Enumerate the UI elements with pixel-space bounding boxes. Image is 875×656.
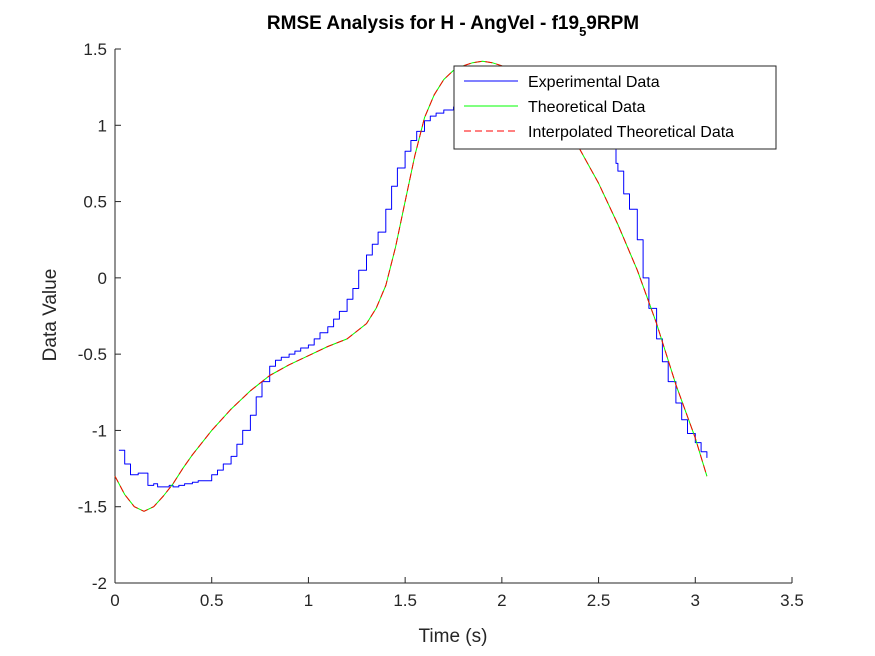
y-tick-label: 1.5: [83, 40, 107, 59]
y-tick-label: -0.5: [78, 345, 107, 364]
x-tick-label: 2: [497, 591, 506, 610]
chart-title-subscript: 5: [579, 24, 586, 39]
x-axis-label: Time (s): [419, 626, 488, 647]
legend-label: Theoretical Data: [528, 99, 645, 116]
y-tick-label: -1.5: [78, 498, 107, 517]
y-tick-label: 0: [98, 269, 107, 288]
legend-label: Experimental Data: [528, 74, 660, 91]
x-tick-label: 0: [110, 591, 119, 610]
chart-title-suffix: 9RPM: [586, 13, 639, 34]
legend-label: Interpolated Theoretical Data: [528, 124, 734, 141]
x-tick-label: 0.5: [200, 591, 224, 610]
y-tick-label: 0.5: [83, 193, 107, 212]
axis-ticks: 0 0.5 1 1.5 2 2.5 3 3.5 -2 -1.5 -1 -0.5 0 0.5 1 1.5: [78, 40, 804, 610]
x-tick-label: 2.5: [587, 591, 611, 610]
series-line: [118, 95, 708, 488]
y-axis-label: Data Value: [40, 269, 61, 362]
x-tick-label: 3.5: [780, 591, 804, 610]
x-tick-label: 3: [691, 591, 700, 610]
legend-box: [453, 65, 777, 150]
chart-title: RMSE Analysis for H - AngVel - f1959RPM: [267, 13, 639, 39]
y-tick-label: 1: [98, 116, 107, 135]
legend: Experimental Data Theoretical Data Interpo…: [453, 65, 777, 150]
x-tick-label: 1.5: [393, 591, 417, 610]
y-tick-label: -1: [92, 421, 107, 440]
x-tick-label: 1: [304, 591, 313, 610]
y-tick-label: -2: [92, 574, 107, 593]
chart-title-main: RMSE Analysis for H - AngVel - f19: [267, 13, 579, 34]
